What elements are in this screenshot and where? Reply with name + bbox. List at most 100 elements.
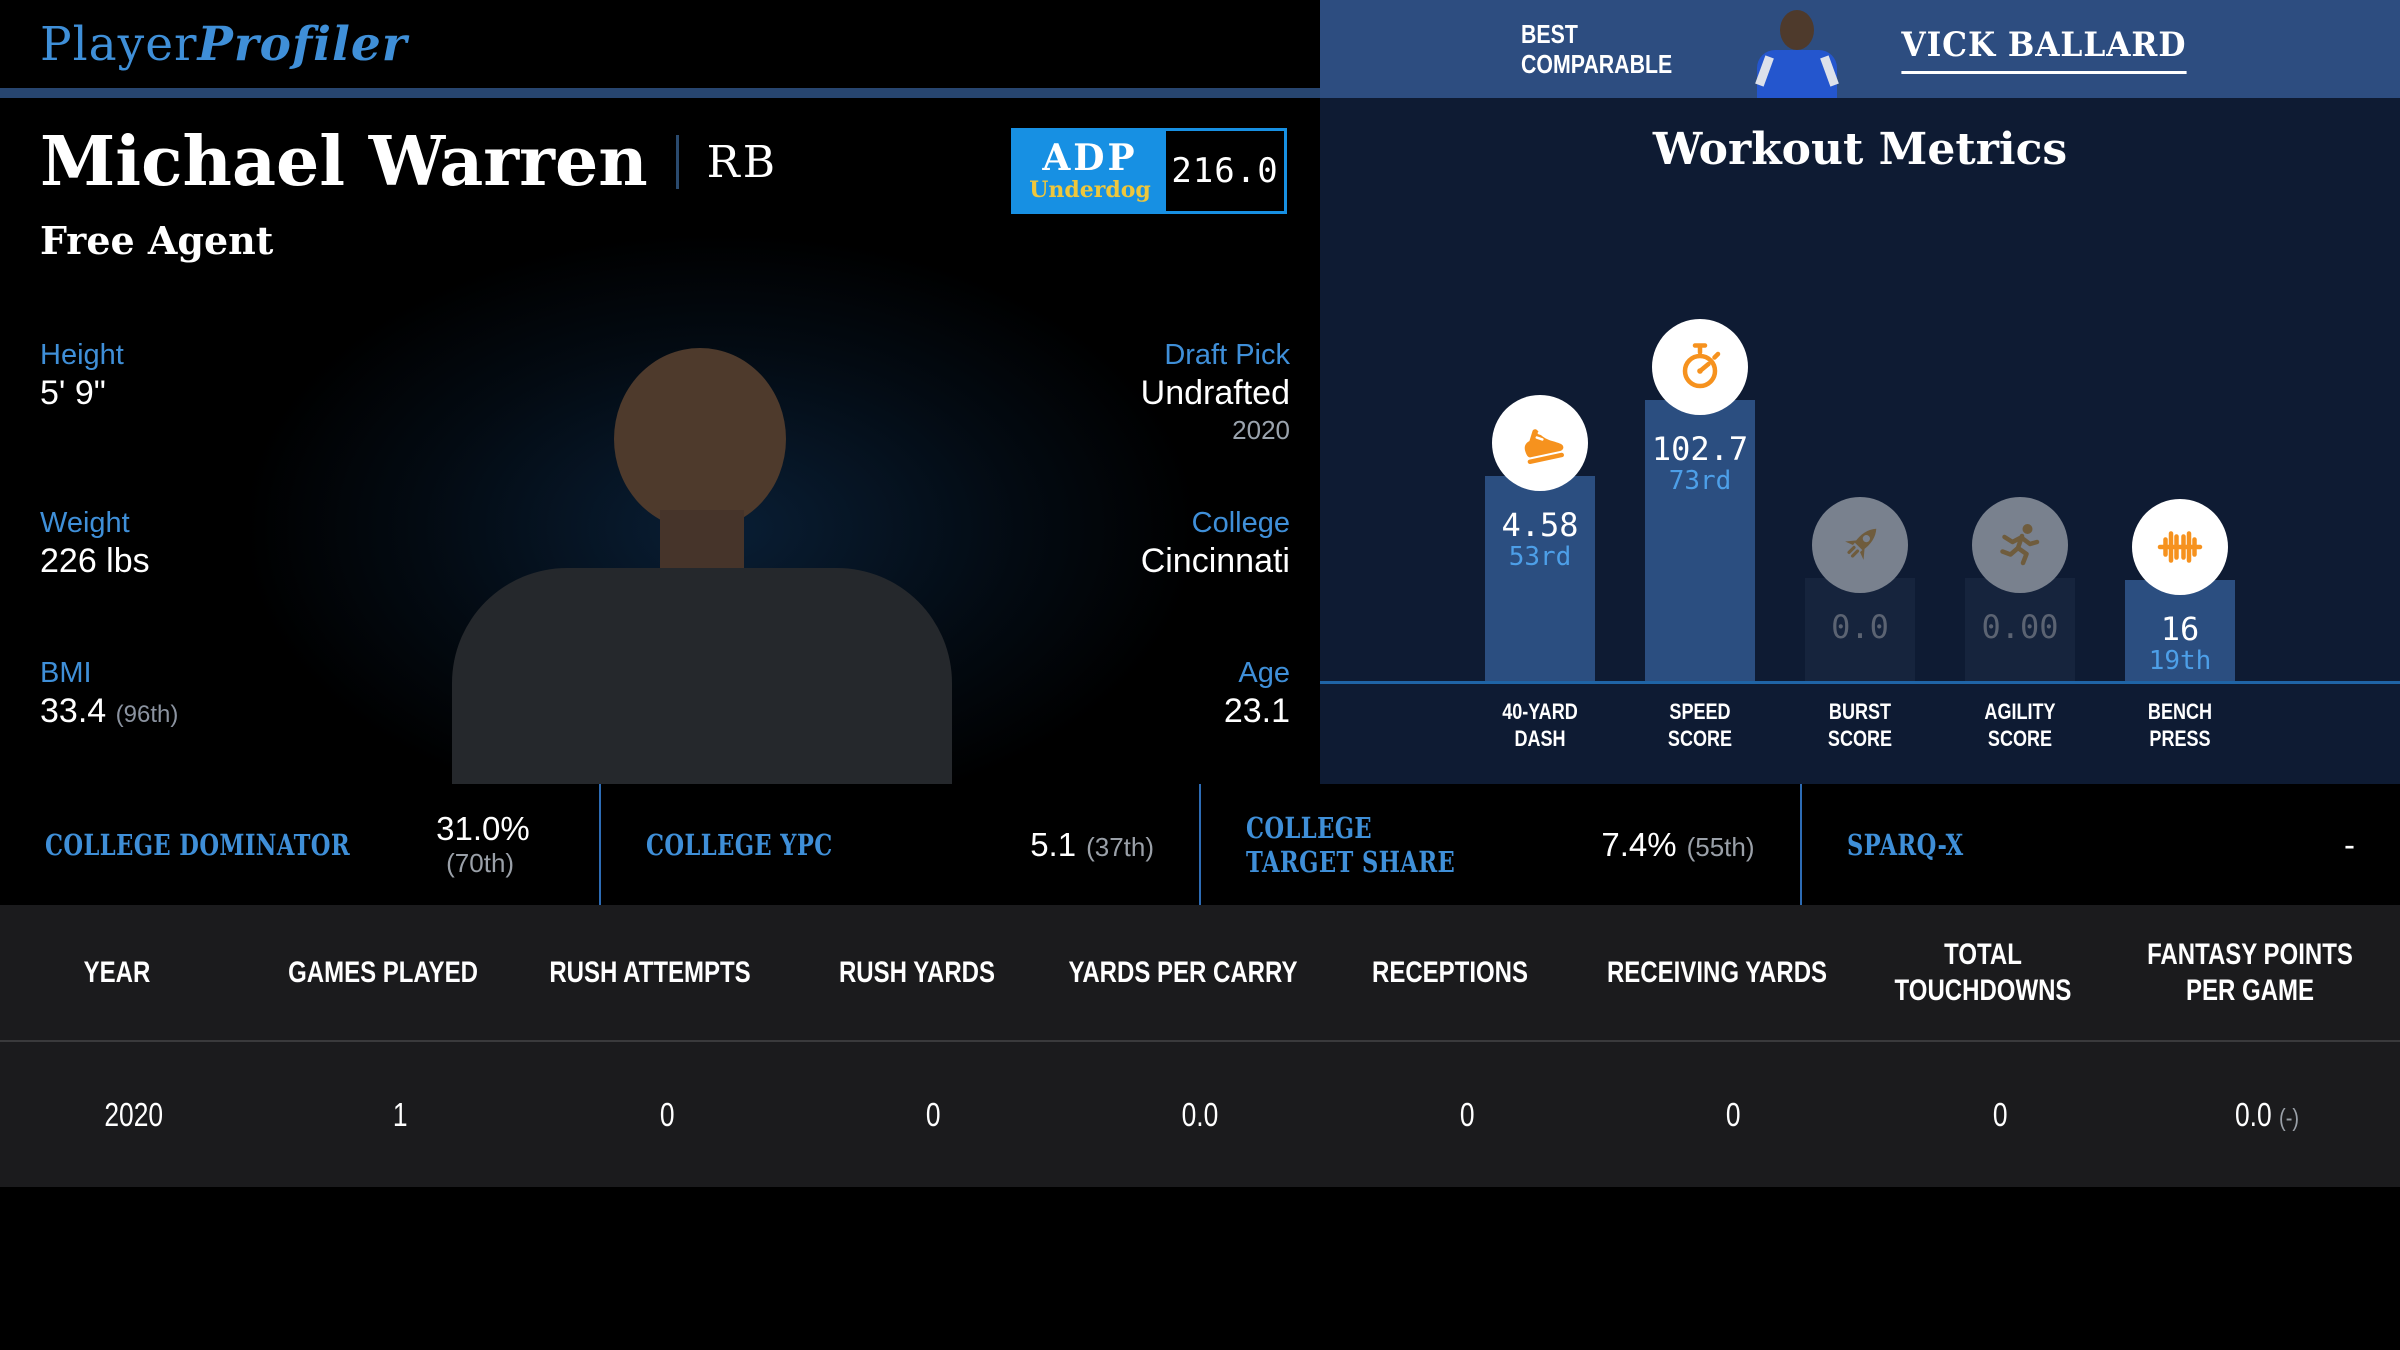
adp-value: 216.0	[1166, 131, 1284, 211]
cell-value: 0.0	[2234, 1095, 2272, 1133]
bar-percentile: 19th	[2148, 646, 2212, 676]
adp-label: ADP	[1042, 137, 1138, 179]
bio-college-label: College	[1191, 507, 1290, 539]
top-bar: PlayerProfiler	[0, 0, 1320, 88]
adp-source-cell: ADP Underdog	[1014, 131, 1166, 211]
header-divider	[0, 88, 1320, 98]
header-text: YARDS PER CARRY	[1068, 955, 1298, 989]
bio-age: Age 23.1	[1224, 656, 1290, 732]
cell-games-played: 1	[267, 1042, 534, 1187]
best-comparable-line1: BEST	[1520, 19, 1578, 49]
bar-agility-score: 0.00	[1965, 497, 2075, 681]
bio-weight: Weight 226 lbs	[40, 506, 150, 582]
cell-value: 1	[392, 1095, 408, 1133]
axis-line2: DASH	[1514, 726, 1566, 751]
bio-bmi-value: 33.4 (96th)	[40, 690, 178, 736]
header-text: RUSH YARDS	[838, 955, 995, 989]
workout-metrics-bars: 4.58 53rd 102.7 73rd	[1320, 319, 2400, 681]
player-position: RB	[706, 136, 779, 188]
bar-value: 16	[2160, 610, 2200, 648]
cell-receiving-yards: 0	[1600, 1042, 1867, 1187]
workout-metrics-panel: Workout Metrics 4.58 53rd	[1320, 98, 2400, 784]
comparable-player-link[interactable]: VICK BALLARD	[1901, 25, 2187, 74]
cell-rush-attempts: 0	[533, 1042, 800, 1187]
stat-percentile: (37th)	[1086, 831, 1154, 862]
cell-value-group: 0.0 (-)	[2235, 1096, 2299, 1134]
col-fantasy-ppg: FANTASY POINTS PER GAME	[2133, 905, 2400, 1040]
cell-receptions: 0	[1333, 1042, 1600, 1187]
runner-icon	[1972, 497, 2068, 593]
col-rush-yards: RUSH YARDS	[800, 905, 1067, 1040]
player-photo-neck	[660, 510, 744, 576]
stats-table-header: YEAR GAMES PLAYED RUSH ATTEMPTS RUSH YAR…	[0, 905, 2400, 1042]
bio-bmi: BMI 33.4 (96th)	[40, 656, 178, 736]
col-year: YEAR	[0, 905, 267, 1040]
stat-percentile: (70th)	[446, 848, 515, 878]
comparable-player-photo	[1747, 6, 1847, 98]
bio-weight-label: Weight	[40, 507, 130, 539]
col-games-played: GAMES PLAYED	[267, 905, 534, 1040]
bmi-number: 33.4	[40, 692, 107, 730]
logo-text-profiler: Profiler	[197, 16, 408, 72]
bio-height-value: 5' 9"	[40, 374, 106, 412]
bar-value: 0.00	[1981, 608, 2059, 646]
col-receptions: RECEPTIONS	[1333, 905, 1600, 1040]
axis-label-burst-score: BURST SCORE	[1805, 698, 1915, 784]
axis-label-agility-score: AGILITY SCORE	[1965, 698, 2075, 784]
stat-college-dominator: COLLEGE DOMINATOR 31.0%(70th)	[0, 784, 599, 905]
axis-line2: SCORE	[1667, 726, 1733, 751]
cell-rush-yards: 0	[800, 1042, 1067, 1187]
player-profiler-logo[interactable]: PlayerProfiler	[40, 17, 408, 72]
bio-weight-value: 226 lbs	[40, 542, 150, 580]
header-text: YEAR	[83, 955, 151, 989]
bio-age-value: 23.1	[1223, 692, 1290, 730]
player-photo-head	[614, 348, 786, 530]
bar-value: 4.58	[1501, 506, 1579, 544]
adp-source: Underdog	[1029, 177, 1151, 203]
best-comparable-line2: COMPARABLE	[1520, 49, 1673, 79]
stat-value-group: 7.4% (55th)	[1601, 826, 1754, 864]
axis-line2: SCORE	[1987, 726, 2053, 751]
stat-label: COLLEGE YPC	[645, 827, 833, 862]
player-name-row: Michael Warren RB	[40, 122, 778, 202]
comparable-player-head	[1780, 10, 1815, 50]
bar-bench-press: 16 19th	[2125, 499, 2235, 681]
axis-label-bench-press: BENCH PRESS	[2125, 698, 2235, 784]
stopwatch-icon	[1652, 319, 1748, 415]
cell-value: 0	[1726, 1095, 1741, 1133]
chart-baseline	[1320, 681, 2400, 684]
bmi-percentile: (96th)	[115, 701, 179, 728]
bio-draft-year: 2020	[1232, 415, 1290, 445]
cell-value: 0	[659, 1095, 675, 1133]
stat-label: COLLEGE DOMINATOR	[45, 827, 351, 862]
axis-line1: BENCH	[2147, 699, 2213, 724]
player-summary-section: Michael Warren RB Free Agent ADP Underdo…	[0, 98, 1320, 784]
workout-metrics-title: Workout Metrics	[1652, 124, 2068, 175]
player-name: Michael Warren	[40, 122, 648, 202]
bio-height: Height 5' 9"	[40, 338, 124, 414]
stat-value: 7.4%	[1601, 825, 1677, 863]
bar-burst-score: 0.0	[1805, 497, 1915, 681]
cell-total-touchdowns: 0	[1867, 1042, 2134, 1187]
comparable-player-jersey	[1757, 50, 1838, 98]
cell-value: 0	[1459, 1095, 1475, 1133]
adp-widget: ADP Underdog 216.0	[1011, 128, 1287, 214]
stat-percentile: (55th)	[1686, 831, 1755, 862]
axis-line2: SCORE	[1827, 726, 1893, 751]
header-text: RECEPTIONS	[1372, 955, 1529, 989]
shoe-icon	[1492, 395, 1588, 491]
player-photo-body	[452, 568, 952, 784]
name-position-divider	[675, 135, 679, 189]
stats-table-row-2020: 2020 1 0 0 0.0 0 0 0 0.0 (-)	[0, 1042, 2400, 1187]
col-total-touchdowns: TOTAL TOUCHDOWNS	[1867, 905, 2134, 1040]
cell-yards-per-carry: 0.0	[1067, 1042, 1334, 1187]
barbell-icon	[2132, 499, 2228, 595]
stat-label: COLLEGE TARGET SHARE	[1246, 810, 1456, 879]
cell-fantasy-ppg: 0.0 (-)	[2133, 1042, 2400, 1187]
player-team-status: Free Agent	[40, 218, 274, 263]
bio-college-value: Cincinnati	[1140, 542, 1290, 580]
axis-line1: 40-YARD	[1502, 699, 1578, 724]
rocket-icon	[1812, 497, 1908, 593]
cell-value: 0	[1992, 1095, 2008, 1133]
